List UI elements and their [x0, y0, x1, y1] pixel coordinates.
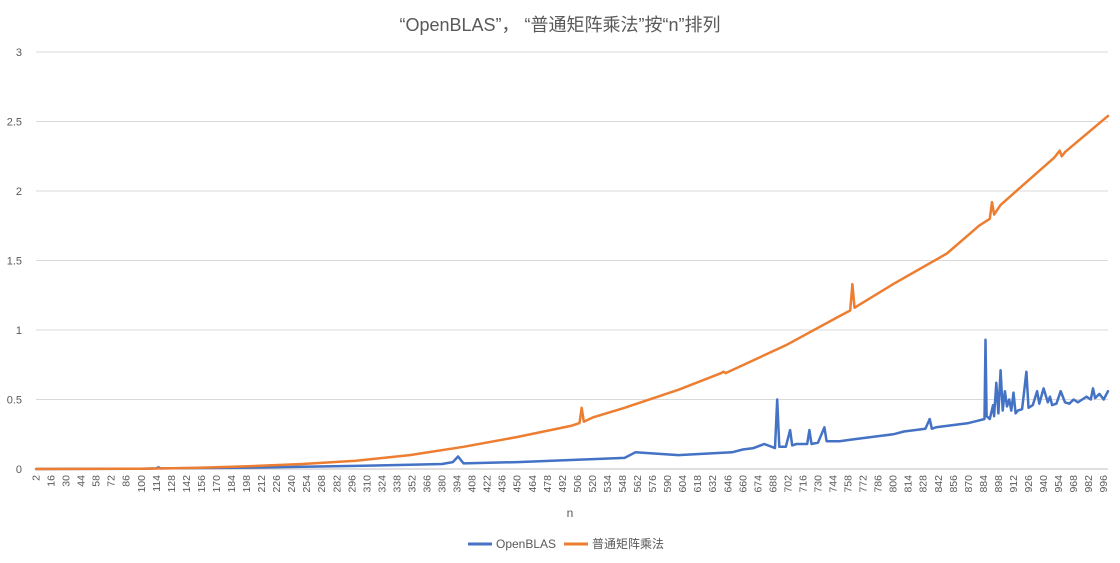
x-tick-label: 310: [361, 475, 373, 493]
x-tick-label: 156: [196, 475, 208, 493]
x-tick-label: 352: [406, 475, 418, 493]
x-tick-label: 366: [421, 475, 433, 493]
x-tick-label: 128: [166, 475, 178, 493]
series-line-naive-matmul: [34, 114, 1110, 471]
series-lines: [34, 114, 1110, 471]
x-tick-label: 842: [933, 475, 945, 493]
y-tick-label: 3: [16, 47, 22, 59]
x-tick-label: 268: [316, 475, 328, 493]
x-tick-label: 142: [181, 475, 193, 493]
x-tick-label: 940: [1038, 475, 1050, 493]
x-tick-label: 240: [286, 475, 298, 493]
x-tick-label: 198: [241, 475, 253, 493]
legend: OpenBLAS 普通矩阵乘法: [468, 537, 664, 551]
y-tick-label: 2.5: [7, 117, 22, 129]
x-tick-label: 912: [1008, 475, 1020, 493]
x-tick-label: 870: [963, 475, 975, 493]
x-tick-label: 730: [812, 475, 824, 493]
x-tick-label: 492: [557, 475, 569, 493]
x-tick-label: 114: [151, 475, 163, 492]
x-tick-label: 296: [346, 475, 358, 493]
x-tick-label: 520: [587, 475, 599, 493]
x-tick-label: 72: [106, 475, 118, 487]
x-tick-label: 422: [482, 475, 494, 493]
x-tick-label: 898: [993, 475, 1005, 493]
x-tick-label: 2: [31, 475, 43, 481]
y-tick-label: 1: [16, 325, 22, 337]
x-tick-label: 548: [617, 475, 629, 493]
x-tick-label: 884: [978, 475, 990, 493]
x-tick-label: 646: [722, 475, 734, 493]
x-tick-label: 982: [1083, 475, 1095, 493]
x-tick-label: 702: [782, 475, 794, 493]
x-tick-label: 758: [843, 475, 855, 493]
x-tick-label: 86: [121, 475, 133, 487]
x-tick-label: 436: [497, 475, 509, 493]
x-tick-label: 324: [376, 475, 388, 493]
x-tick-label: 660: [737, 475, 749, 493]
x-tick-label: 100: [136, 475, 148, 493]
x-tick-label: 954: [1053, 475, 1065, 493]
series-line-openblas: [34, 338, 1110, 471]
x-tick-label: 394: [452, 475, 464, 493]
x-axis-title: n: [567, 506, 574, 520]
x-tick-label: 744: [828, 475, 840, 493]
chart-title: “OpenBLAS”， “普通矩阵乘法”按“n”排列: [399, 15, 720, 35]
x-tick-label: 828: [918, 475, 930, 493]
x-tick-label: 618: [692, 475, 704, 493]
x-tick-label: 58: [91, 475, 103, 487]
x-tick-label: 464: [527, 475, 539, 493]
x-tick-label: 380: [437, 475, 449, 493]
legend-label: OpenBLAS: [496, 537, 556, 551]
x-tick-label: 590: [662, 475, 674, 493]
x-tick-label: 856: [948, 475, 960, 493]
x-tick-label: 184: [226, 475, 238, 493]
x-axis-ticks: 2 16 30 44 58 72 86 100 114 128 142 156 170 184 198 212…: [31, 475, 1111, 493]
y-tick-label: 0: [16, 464, 22, 476]
x-tick-label: 674: [752, 475, 764, 493]
x-tick-label: 562: [632, 475, 644, 493]
y-tick-label: 0.5: [7, 395, 22, 407]
y-tick-label: 2: [16, 186, 22, 198]
x-tick-label: 338: [391, 475, 403, 493]
legend-label: 普通矩阵乘法: [592, 537, 664, 551]
x-tick-label: 632: [707, 475, 719, 493]
x-tick-label: 282: [331, 475, 343, 493]
x-tick-label: 926: [1023, 475, 1035, 493]
x-tick-label: 968: [1068, 475, 1080, 493]
x-tick-label: 534: [602, 475, 614, 493]
grid-lines: [36, 51, 1108, 470]
x-tick-label: 576: [647, 475, 659, 493]
x-tick-label: 716: [797, 475, 809, 493]
x-tick-label: 814: [903, 475, 915, 493]
x-tick-label: 800: [888, 475, 900, 493]
x-tick-label: 16: [46, 475, 58, 487]
x-tick-label: 604: [677, 475, 689, 493]
x-tick-label: 688: [767, 475, 779, 493]
x-tick-label: 408: [467, 475, 479, 493]
x-tick-label: 506: [572, 475, 584, 493]
x-tick-label: 44: [76, 475, 88, 487]
x-tick-label: 786: [873, 475, 885, 493]
x-tick-label: 478: [542, 475, 554, 493]
x-tick-label: 996: [1098, 475, 1110, 493]
x-tick-label: 212: [256, 475, 268, 493]
y-tick-label: 1.5: [7, 256, 22, 268]
x-tick-label: 772: [858, 475, 870, 493]
x-tick-label: 226: [271, 475, 283, 493]
x-tick-label: 30: [61, 475, 73, 487]
y-axis-ticks: 0 0.5 1 1.5 2 2.5 3: [7, 47, 22, 476]
x-tick-label: 170: [211, 475, 223, 493]
x-tick-label: 450: [512, 475, 524, 493]
x-tick-label: 254: [301, 475, 313, 493]
